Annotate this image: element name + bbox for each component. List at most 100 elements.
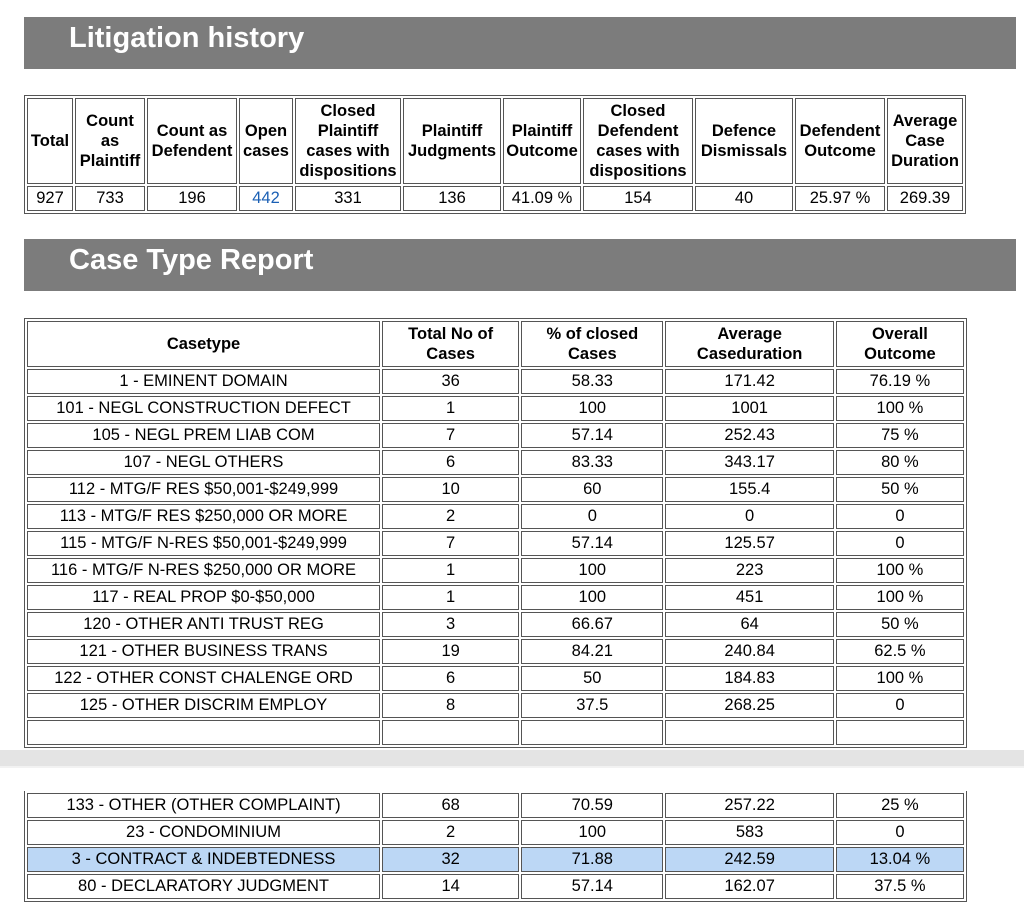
closed-percent-cell: 83.33 [521, 450, 664, 475]
closed-percent-cell: 0 [521, 504, 664, 529]
closed-percent-cell: 50 [521, 666, 664, 691]
outcome-cell: 50 % [835, 477, 964, 502]
avg-duration-cell: 242.59 [665, 847, 834, 872]
table-row: 117 - REAL PROP $0-$50,000 1 100 451 100 % [27, 585, 964, 610]
col-overall-outcome: Overall Outcome [835, 321, 964, 367]
avg-duration-cell: 252.43 [665, 423, 834, 448]
closed-percent-cell: 100 [521, 820, 664, 845]
casetype-cell: 105 - NEGL PREM LIAB COM [27, 423, 381, 448]
casetype-cell: 121 - OTHER BUSINESS TRANS [27, 639, 381, 664]
plaintiff-judgments-value: 136 [403, 186, 501, 211]
col-total: Total [27, 98, 73, 184]
total-cases-cell: 36 [382, 369, 520, 394]
outcome-cell: 100 % [835, 558, 964, 583]
casetype-cell: 23 - CONDOMINIUM [27, 820, 381, 845]
avg-duration-cell: 155.4 [665, 477, 834, 502]
outcome-cell: 13.04 % [835, 847, 964, 872]
defendent-outcome-value: 25.97 % [795, 186, 885, 211]
table-row: 121 - OTHER BUSINESS TRANS 19 84.21 240.84 6… [27, 639, 964, 664]
table-row: 101 - NEGL CONSTRUCTION DEFECT 1 100 1001 10… [27, 396, 964, 421]
casetype-cell: 3 - CONTRACT & INDEBTEDNESS [27, 847, 381, 872]
avg-duration-cell: 184.83 [665, 666, 834, 691]
case-type-header-row: Casetype Total No of Cases % of closed C… [27, 321, 964, 367]
table-row: 120 - OTHER ANTI TRUST REG 3 66.67 64 50 % [27, 612, 964, 637]
closed-percent-cell: 100 [521, 558, 664, 583]
total-cases-cell: 1 [382, 396, 520, 421]
outcome-cell: 62.5 % [835, 639, 964, 664]
casetype-cell: 120 - OTHER ANTI TRUST REG [27, 612, 381, 637]
outcome-cell: 80 % [835, 450, 964, 475]
table-row: 116 - MTG/F N-RES $250,000 OR MORE 1 100 22… [27, 558, 964, 583]
avg-duration-cell: 64 [665, 612, 834, 637]
defence-dismissals-value: 40 [695, 186, 793, 211]
average-case-duration-value: 269.39 [887, 186, 963, 211]
table-row: 122 - OTHER CONST CHALENGE ORD 6 50 184.83 1… [27, 666, 964, 691]
closed-percent-cell: 58.33 [521, 369, 664, 394]
casetype-cell: 101 - NEGL CONSTRUCTION DEFECT [27, 396, 381, 421]
table-row: 80 - DECLARATORY JUDGMENT 14 57.14 162.07 37… [27, 874, 964, 899]
total-cases-cell: 68 [382, 793, 520, 818]
cut-cell [835, 720, 964, 745]
avg-duration-cell: 343.17 [665, 450, 834, 475]
case-type-report-header: Case Type Report [24, 239, 1016, 291]
page-break-line [0, 766, 1024, 768]
total-cases-cell: 1 [382, 585, 520, 610]
col-plaintiff-judgments: Plaintiff Judgments [403, 98, 501, 184]
table-row: 133 - OTHER (OTHER COMPLAINT) 68 70.59 257.… [27, 793, 964, 818]
table-row-selected[interactable]: 3 - CONTRACT & INDEBTEDNESS 32 71.88 242.59… [27, 847, 964, 872]
cut-cell [382, 720, 520, 745]
total-cases-cell: 3 [382, 612, 520, 637]
table-row-cut [27, 720, 964, 745]
col-count-as-defendent: Count as Defendent [147, 98, 237, 184]
col-defence-dismissals: Defence Dismissals [695, 98, 793, 184]
avg-duration-cell: 583 [665, 820, 834, 845]
cut-cell [27, 720, 381, 745]
closed-percent-cell: 100 [521, 396, 664, 421]
col-closed-defendent: Closed Defendent cases with dispositions [583, 98, 693, 184]
closed-percent-cell: 84.21 [521, 639, 664, 664]
case-type-report-title: Case Type Report [69, 244, 314, 276]
avg-duration-cell: 162.07 [665, 874, 834, 899]
closed-percent-cell: 70.59 [521, 793, 664, 818]
table-row: 105 - NEGL PREM LIAB COM 7 57.14 252.43 75 % [27, 423, 964, 448]
total-cases-cell: 7 [382, 423, 520, 448]
total-cases-cell: 7 [382, 531, 520, 556]
total-cases-cell: 6 [382, 666, 520, 691]
cut-cell [665, 720, 834, 745]
count-as-defendent-value: 196 [147, 186, 237, 211]
total-cases-cell: 19 [382, 639, 520, 664]
case-type-table: Casetype Total No of Cases % of closed C… [24, 318, 967, 748]
avg-duration-cell: 223 [665, 558, 834, 583]
col-defendent-outcome: Defendent Outcome [795, 98, 885, 184]
total-value: 927 [27, 186, 73, 211]
casetype-cell: 125 - OTHER DISCRIM EMPLOY [27, 693, 381, 718]
outcome-cell: 0 [835, 504, 964, 529]
avg-duration-cell: 1001 [665, 396, 834, 421]
litigation-history-header: Litigation history [24, 17, 1016, 69]
outcome-cell: 0 [835, 820, 964, 845]
total-cases-cell: 10 [382, 477, 520, 502]
open-cases-link[interactable]: 442 [239, 186, 293, 211]
page-break-separator [0, 750, 1024, 766]
casetype-cell: 1 - EMINENT DOMAIN [27, 369, 381, 394]
outcome-cell: 50 % [835, 612, 964, 637]
avg-duration-cell: 451 [665, 585, 834, 610]
table-row: 115 - MTG/F N-RES $50,001-$249,999 7 57.14… [27, 531, 964, 556]
col-plaintiff-outcome: Plaintiff Outcome [503, 98, 581, 184]
outcome-cell: 100 % [835, 396, 964, 421]
total-cases-cell: 6 [382, 450, 520, 475]
closed-percent-cell: 37.5 [521, 693, 664, 718]
outcome-cell: 0 [835, 693, 964, 718]
total-cases-cell: 14 [382, 874, 520, 899]
total-cases-cell: 8 [382, 693, 520, 718]
table-row: 112 - MTG/F RES $50,001-$249,999 10 60 155.… [27, 477, 964, 502]
total-cases-cell: 1 [382, 558, 520, 583]
avg-duration-cell: 268.25 [665, 693, 834, 718]
outcome-cell: 25 % [835, 793, 964, 818]
closed-defendent-value: 154 [583, 186, 693, 211]
col-open-cases: Open cases [239, 98, 293, 184]
plaintiff-outcome-value: 41.09 % [503, 186, 581, 211]
count-as-plaintiff-value: 733 [75, 186, 145, 211]
casetype-cell: 80 - DECLARATORY JUDGMENT [27, 874, 381, 899]
avg-duration-cell: 125.57 [665, 531, 834, 556]
